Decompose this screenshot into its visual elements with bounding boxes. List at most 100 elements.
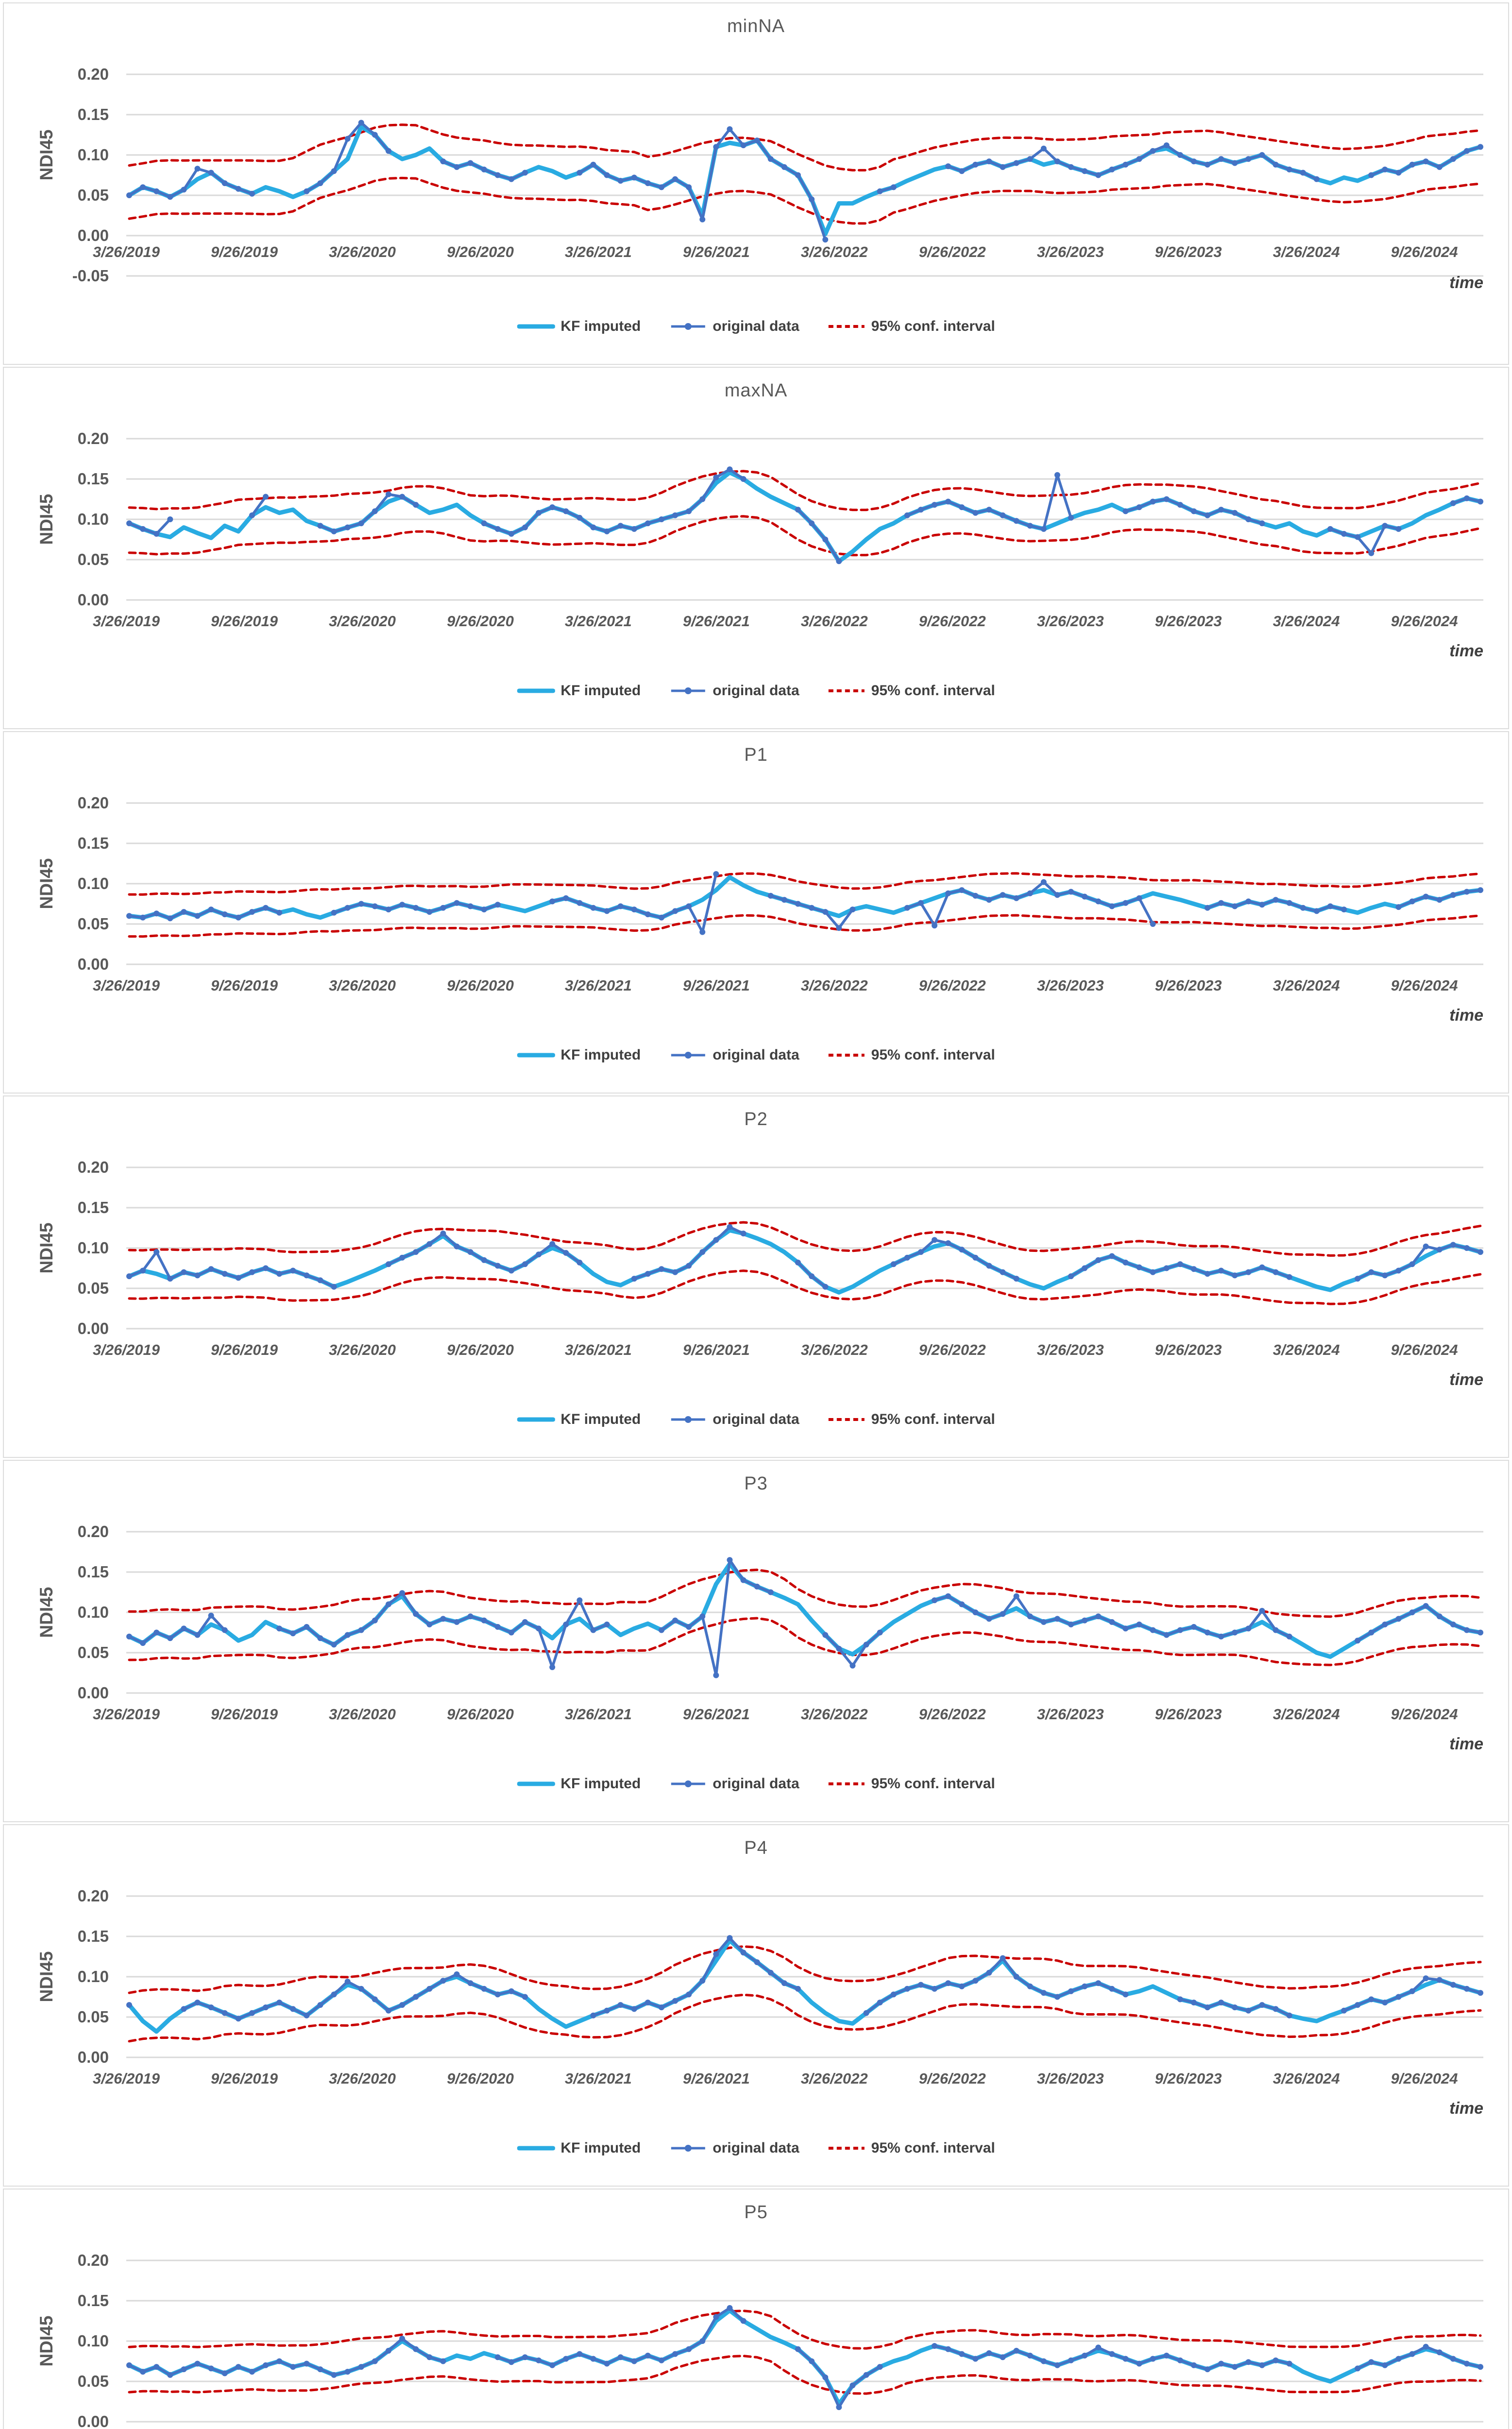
legend-item-conf-interval: 95% conf. interval: [828, 683, 995, 699]
svg-text:3/26/2023: 3/26/2023: [1037, 2070, 1104, 2087]
svg-text:3/26/2023: 3/26/2023: [1037, 613, 1104, 630]
svg-text:3/26/2023: 3/26/2023: [1037, 977, 1104, 994]
svg-text:3/26/2022: 3/26/2022: [801, 2070, 868, 2087]
svg-text:0.05: 0.05: [78, 1279, 109, 1297]
svg-text:0.10: 0.10: [78, 146, 109, 164]
svg-text:9/26/2022: 9/26/2022: [919, 1706, 986, 1723]
legend-item-original: original data: [669, 2140, 799, 2156]
svg-text:9/26/2019: 9/26/2019: [211, 613, 278, 630]
conf-interval-dashed-icon: [828, 1418, 865, 1421]
legend-label: KF imputed: [561, 2140, 641, 2156]
svg-text:9/26/2020: 9/26/2020: [447, 613, 514, 630]
svg-text:3/26/2022: 3/26/2022: [801, 243, 868, 260]
svg-text:3/26/2020: 3/26/2020: [329, 243, 396, 260]
svg-text:9/26/2023: 9/26/2023: [1155, 2070, 1222, 2087]
legend-item-kf: KF imputed: [517, 1047, 641, 1063]
legend-label: 95% conf. interval: [871, 1776, 995, 1792]
kf-line-icon: [517, 1417, 555, 1422]
plot-area-P1: 0.20 0.15 0.10 0.05 0.00 NDI45 3/26/2019 9/26/2…: [36, 794, 1483, 1025]
svg-text:9/26/2023: 9/26/2023: [1155, 1341, 1222, 1358]
svg-text:0.00: 0.00: [78, 226, 109, 244]
svg-text:9/26/2021: 9/26/2021: [683, 977, 750, 994]
kf-line-icon: [517, 688, 555, 693]
chart-panel-P5: 0.200.150.100.050.00NDI453/26/20199/26/2…: [3, 2189, 1509, 2429]
chart-title: P4: [744, 1838, 768, 1858]
svg-text:9/26/2024: 9/26/2024: [1391, 1341, 1458, 1358]
svg-text:3/26/2024: 3/26/2024: [1273, 2070, 1340, 2087]
svg-text:0.00: 0.00: [78, 955, 109, 973]
kf-line-icon: [517, 1053, 555, 1058]
svg-text:3/26/2019: 3/26/2019: [93, 1341, 160, 1358]
legend-label: KF imputed: [561, 1047, 641, 1063]
svg-text:9/26/2023: 9/26/2023: [1155, 613, 1222, 630]
chart-title: P5: [744, 2202, 768, 2223]
chart-legend: KF imputed original data 95% conf. inter…: [517, 1776, 995, 1792]
legend-label: KF imputed: [561, 683, 641, 699]
chart-legend: KF imputed original data 95% conf. inter…: [517, 2140, 995, 2156]
svg-text:time: time: [1449, 274, 1483, 292]
svg-text:9/26/2023: 9/26/2023: [1155, 977, 1222, 994]
svg-text:0.20: 0.20: [78, 65, 109, 83]
svg-text:-0.05: -0.05: [72, 267, 109, 285]
svg-text:0.10: 0.10: [78, 874, 109, 892]
svg-text:0.10: 0.10: [78, 1239, 109, 1257]
legend-item-conf-interval: 95% conf. interval: [828, 318, 995, 335]
legend-label: 95% conf. interval: [871, 318, 995, 334]
svg-text:0.20: 0.20: [78, 1887, 109, 1905]
legend-label: KF imputed: [561, 1411, 641, 1427]
svg-text:3/26/2019: 3/26/2019: [93, 2070, 160, 2087]
svg-text:3/26/2024: 3/26/2024: [1273, 243, 1340, 260]
svg-text:9/26/2021: 9/26/2021: [683, 1706, 750, 1723]
original-data-line-icon: [671, 1052, 705, 1059]
svg-text:0.15: 0.15: [78, 2292, 109, 2309]
conf-interval-dashed-icon: [828, 1782, 865, 1785]
svg-text:3/26/2020: 3/26/2020: [329, 1706, 396, 1723]
legend-item-conf-interval: 95% conf. interval: [828, 1411, 995, 1428]
legend-label: 95% conf. interval: [871, 683, 995, 699]
svg-text:0.10: 0.10: [78, 1967, 109, 1985]
svg-text:time: time: [1449, 1735, 1483, 1753]
conf-interval-dashed-icon: [828, 1054, 865, 1057]
original-data-line-icon: [671, 1416, 705, 1423]
svg-text:9/26/2022: 9/26/2022: [919, 977, 986, 994]
legend-label: original data: [713, 1776, 799, 1792]
svg-text:time: time: [1449, 2099, 1483, 2118]
svg-text:0.20: 0.20: [78, 1158, 109, 1176]
svg-text:3/26/2022: 3/26/2022: [801, 977, 868, 994]
svg-text:9/26/2024: 9/26/2024: [1391, 977, 1458, 994]
chart-title: P3: [744, 1473, 768, 1494]
svg-text:0.20: 0.20: [78, 1522, 109, 1540]
legend-label: KF imputed: [561, 1776, 641, 1792]
svg-text:9/26/2020: 9/26/2020: [447, 977, 514, 994]
chart-title: P1: [744, 745, 768, 765]
svg-text:9/26/2024: 9/26/2024: [1391, 613, 1458, 630]
svg-text:9/26/2020: 9/26/2020: [447, 2070, 514, 2087]
svg-text:3/26/2019: 3/26/2019: [93, 977, 160, 994]
chart-panel-P1: 0.20 0.15 0.10 0.05 0.00 NDI45 3/26/2019 9/26/2…: [3, 731, 1509, 1094]
svg-text:0.10: 0.10: [78, 510, 109, 528]
svg-text:9/26/2021: 9/26/2021: [683, 613, 750, 630]
svg-text:9/26/2023: 9/26/2023: [1155, 1706, 1222, 1723]
svg-text:3/26/2022: 3/26/2022: [801, 1706, 868, 1723]
chart-panel-P2: 0.20 0.15 0.10 0.05 0.00 NDI45 3/26/2019 9/26/2…: [3, 1095, 1509, 1458]
svg-text:0.05: 0.05: [78, 1643, 109, 1661]
svg-text:9/26/2024: 9/26/2024: [1391, 243, 1458, 260]
plot-area-P4: 0.20 0.15 0.10 0.05 0.00 NDI45 3/26/2019 9/26/2…: [36, 1887, 1483, 2118]
svg-text:3/26/2024: 3/26/2024: [1273, 1706, 1340, 1723]
plot-area-P2: 0.20 0.15 0.10 0.05 0.00 NDI45 3/26/2019 9/26/2…: [36, 1158, 1483, 1389]
kf-line-icon: [517, 324, 555, 329]
conf-interval-dashed-icon: [828, 689, 865, 692]
legend-label: original data: [713, 1047, 799, 1063]
svg-text:3/26/2020: 3/26/2020: [329, 613, 396, 630]
plot-area-minNA: 0.20 0.15 0.10 0.05 0.00 -0.05 NDI45 3/26/2019 9…: [36, 65, 1483, 292]
legend-label: 95% conf. interval: [871, 2140, 995, 2156]
plot-area-maxNA: 0.20 0.15 0.10 0.05 0.00 NDI45 3/26/2019 9/26/2…: [36, 429, 1483, 660]
svg-text:9/26/2021: 9/26/2021: [683, 243, 750, 260]
svg-text:0.10: 0.10: [78, 1603, 109, 1621]
svg-text:0.05: 0.05: [78, 2008, 109, 2026]
legend-label: original data: [713, 2140, 799, 2156]
svg-text:9/26/2022: 9/26/2022: [919, 1341, 986, 1358]
svg-text:9/26/2021: 9/26/2021: [683, 1341, 750, 1358]
svg-text:NDI45: NDI45: [36, 2316, 56, 2367]
svg-text:3/26/2019: 3/26/2019: [93, 613, 160, 630]
